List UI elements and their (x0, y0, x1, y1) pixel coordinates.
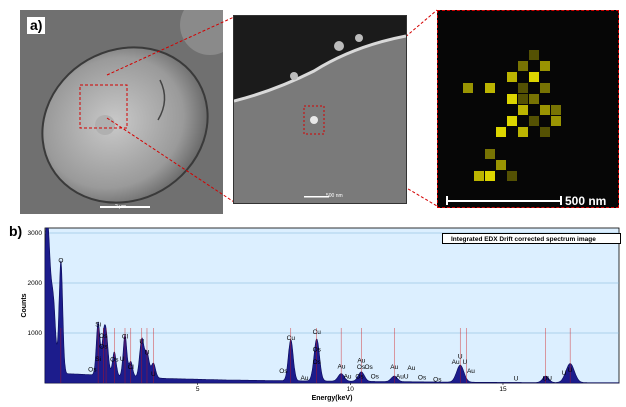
element-label: Au (407, 365, 415, 372)
edx-map-pixel (529, 72, 539, 82)
edx-map-pixel (540, 83, 550, 93)
element-label: U (514, 376, 519, 383)
element-label: Os (88, 367, 97, 374)
edx-map-pixel (507, 72, 517, 82)
edx-map-pixel (529, 50, 539, 60)
element-label: UU (543, 376, 553, 383)
y-tick-label: 3000 (28, 230, 43, 237)
sem-zoom-illustration (234, 16, 406, 203)
edx-map-pixel (518, 127, 528, 137)
element-label: Os (99, 333, 108, 340)
element-label: Au (337, 364, 345, 371)
edx-map-pixel (551, 105, 561, 115)
edx-map-image: 500 nm (437, 10, 619, 208)
edx-map-pixel (507, 116, 517, 126)
sem-cell-illustration (20, 10, 223, 214)
element-label: U (151, 371, 156, 378)
element-label: Au (467, 368, 475, 375)
element-label: Os (99, 344, 108, 351)
element-label: U (562, 370, 567, 377)
edx-map-pixel (518, 61, 528, 71)
element-label: Au (452, 359, 460, 366)
x-tick-label: 10 (347, 386, 355, 393)
edx-map-pixel (518, 83, 528, 93)
element-label: U (462, 359, 467, 366)
x-axis-title: Energy(keV) (312, 395, 353, 402)
edx-map-pixel (551, 116, 561, 126)
edx-map-pixel (540, 105, 550, 115)
element-label: U (458, 354, 463, 361)
element-label: U (120, 356, 125, 363)
panel-a: 2 µm a) 500 nm 500 nm (20, 9, 619, 214)
chart-legend: Integrated EDX Drift corrected spectrum … (442, 233, 621, 244)
element-label: Au (344, 374, 352, 381)
edx-map-pixel (540, 127, 550, 137)
x-tick-label: 15 (499, 386, 507, 393)
element-label: Si (95, 322, 101, 329)
element-label: U (568, 367, 573, 374)
element-label: O (58, 258, 63, 265)
y-tick-label: 2000 (28, 280, 43, 287)
sem-cell-image: 2 µm (20, 10, 223, 214)
element-label: Os (279, 368, 288, 375)
element-label: Au (390, 364, 398, 371)
edx-map-pixel (474, 171, 484, 181)
element-label: Cl (128, 364, 135, 371)
element-label: Cu (287, 335, 296, 342)
x-tick-label: 5 (196, 386, 200, 393)
edx-map-pixel (463, 83, 473, 93)
element-label: U (139, 339, 144, 346)
element-label: Os (313, 347, 322, 354)
edx-scale-bar (446, 200, 561, 202)
edx-map-pixel (507, 94, 517, 104)
element-label: Os (371, 374, 380, 381)
edx-map-pixel (529, 94, 539, 104)
edx-scale-bar-tick-left (446, 196, 448, 205)
edx-map-pixel (540, 61, 550, 71)
sem-zoom-scale-label: 500 nm (326, 193, 343, 199)
edx-map-pixel (518, 105, 528, 115)
element-label: Os (313, 359, 322, 366)
spectrum-series (44, 227, 620, 384)
edx-scale-bar-tick-right (560, 196, 562, 205)
element-label: Os (418, 375, 427, 382)
element-label: Au (301, 375, 309, 382)
edx-map-scale-label: 500 nm (565, 194, 607, 208)
sem-zoom-image: 500 nm (233, 15, 407, 204)
plot-area (44, 227, 620, 384)
edx-map-pixel (485, 171, 495, 181)
y-tick-label: 1000 (28, 330, 43, 337)
edx-spectrum-chart: 1000 2000 3000 5 10 15 O Si Os Os Si Os Os U Cl Cl U U U Cu… (18, 225, 621, 402)
element-label: Os (110, 357, 119, 364)
edx-map-pixel (529, 116, 539, 126)
edx-map-pixel (496, 160, 506, 170)
edx-map-pixel (485, 149, 495, 159)
element-label: AuU (396, 374, 409, 381)
element-label: Au (357, 358, 365, 365)
element-label: Os (364, 364, 373, 371)
element-label: Si (95, 356, 101, 363)
sem-main-scale-label: 2 µm (115, 204, 127, 210)
element-label: Os (433, 377, 442, 384)
edx-map-pixel (485, 83, 495, 93)
edx-map-pixel (496, 127, 506, 137)
element-label: Cu (313, 329, 322, 336)
edx-map-pixel (518, 94, 528, 104)
y-axis-title: Counts (21, 293, 28, 317)
element-label: Os (355, 374, 364, 381)
element-label: Cl (122, 334, 129, 341)
panel-label-b: b) (9, 223, 23, 239)
edx-map-pixels (463, 50, 561, 181)
edx-map-pixel (507, 171, 517, 181)
panel-label-a: a) (27, 17, 46, 34)
element-label: U (145, 350, 150, 357)
element-label: Os (357, 364, 366, 371)
